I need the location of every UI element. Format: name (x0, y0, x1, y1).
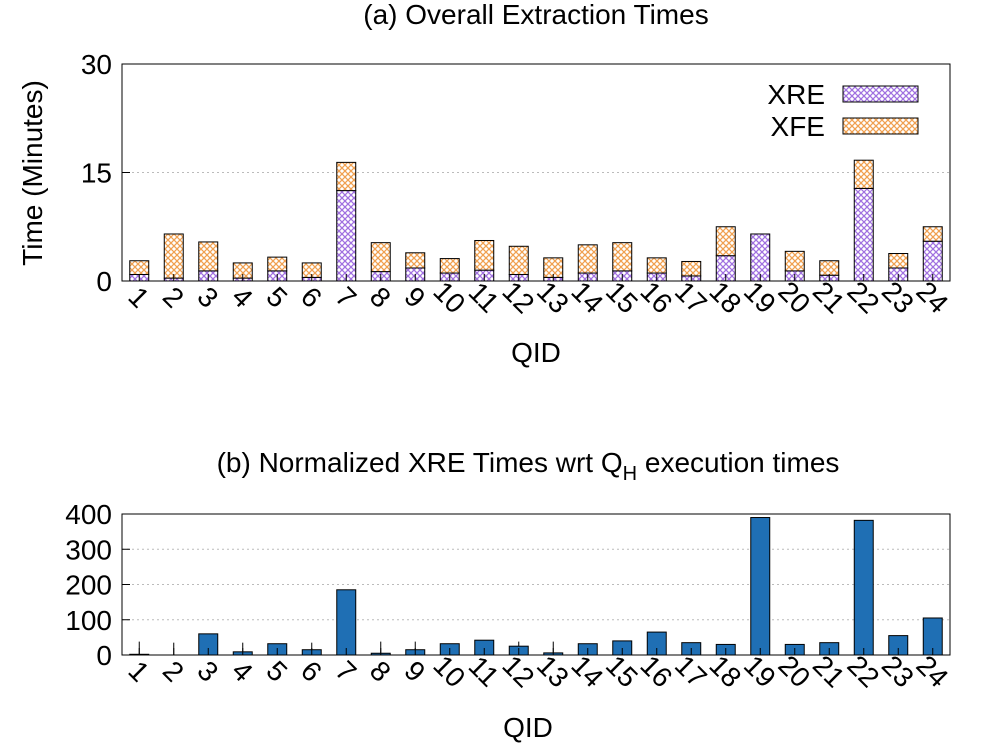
bar-xfe-q8 (370, 242, 391, 273)
a-y-tick-label: 15 (81, 158, 112, 189)
bar-xfe-q15 (612, 242, 633, 272)
a-x-tick-label: 9 (398, 281, 431, 314)
a-x-tick-label: 8 (364, 281, 397, 314)
chart-a-title: (a) Overall Extraction Times (363, 0, 708, 30)
b-x-tick-label: 24 (910, 649, 954, 693)
bar-xfe-q17 (681, 260, 702, 277)
a-y-tick-label: 0 (96, 266, 112, 297)
legend-xre-label: XRE (767, 79, 825, 110)
a-x-tick-label: 7 (329, 281, 362, 314)
chart-a-legend: XRE XFE (767, 79, 919, 142)
b-x-tick-label: 1 (122, 655, 155, 688)
chart-b-x-axis-label: QID (503, 712, 553, 743)
chart-a: (a) Overall Extraction Times Time (Minut… (17, 0, 954, 368)
chart-b: (b) Normalized XRE Times wrt QH executio… (65, 447, 954, 743)
legend-xfe-swatch (842, 117, 919, 135)
bar-xfe-q11 (474, 239, 495, 271)
bar-xfe-q20 (784, 250, 805, 272)
a-x-tick-label: 6 (295, 281, 328, 314)
bar-xre-q7 (336, 190, 357, 282)
a-x-tick-label: 2 (157, 281, 190, 314)
chart-b-y-ticks: 0 100 200 300 400 (65, 499, 130, 671)
bar-xfe-q21 (819, 260, 840, 276)
bar-xfe-q10 (439, 258, 460, 274)
bar-xfe-q12 (508, 245, 529, 275)
bar-xfe-q2 (163, 233, 184, 279)
bar-xfe-q3 (198, 241, 219, 272)
b-x-tick-label: 7 (329, 655, 362, 688)
bar-normalized-q7 (336, 589, 357, 656)
bar-xfe-q9 (405, 252, 426, 269)
chart-a-y-ticks: 0 15 30 (81, 49, 130, 297)
b-y-tick-label: 0 (96, 640, 112, 671)
legend-xre-swatch (842, 85, 919, 103)
chart-a-plot-frame (121, 63, 951, 282)
chart-b-title-subscript: H (623, 463, 637, 485)
chart-b-title-main: (b) Normalized XRE Times wrt Q (217, 447, 623, 478)
bar-xre-q19 (750, 233, 771, 282)
chart-b-grid (122, 548, 950, 621)
b-y-tick-label: 200 (65, 570, 112, 601)
a-y-tick-label: 30 (81, 49, 112, 80)
chart-a-x-axis-label: QID (511, 337, 561, 368)
chart-a-bars (129, 159, 943, 282)
b-x-tick-label: 6 (295, 655, 328, 688)
bar-xfe-q7 (336, 161, 357, 192)
a-x-tick-label: 4 (226, 281, 259, 314)
chart-b-title: (b) Normalized XRE Times wrt QH executio… (217, 447, 840, 485)
bar-xfe-q1 (129, 260, 150, 275)
bar-xfe-q16 (646, 257, 667, 274)
b-x-tick-label: 2 (157, 655, 190, 688)
bar-xfe-q22 (853, 159, 874, 189)
bar-xfe-q14 (577, 244, 598, 274)
bar-xfe-q18 (715, 226, 736, 257)
bar-normalized-q19 (750, 517, 771, 656)
b-x-tick-label: 3 (191, 655, 224, 688)
b-y-tick-label: 300 (65, 534, 112, 565)
chart-a-y-axis-label: Time (Minutes) (17, 80, 48, 266)
b-x-tick-label: 8 (364, 655, 397, 688)
a-x-tick-label: 3 (191, 281, 224, 314)
a-x-tick-label: 5 (260, 281, 293, 314)
bar-normalized-q22 (853, 519, 874, 656)
bar-xfe-q23 (888, 253, 909, 269)
chart-b-bars (129, 517, 943, 656)
b-x-tick-label: 4 (226, 655, 259, 688)
b-x-tick-label: 9 (398, 655, 431, 688)
legend-xfe-label: XFE (771, 111, 825, 142)
a-x-tick-label: 24 (910, 275, 954, 319)
b-y-tick-label: 100 (65, 605, 112, 636)
chart-b-title-tail: execution times (637, 447, 839, 478)
b-y-tick-label: 400 (65, 499, 112, 530)
bar-xfe-q5 (267, 256, 288, 272)
a-x-tick-label: 1 (122, 281, 155, 314)
chart-b-plot-frame (121, 513, 951, 656)
bar-xfe-q24 (922, 226, 943, 242)
b-x-tick-label: 5 (260, 655, 293, 688)
bar-xre-q22 (853, 187, 874, 282)
